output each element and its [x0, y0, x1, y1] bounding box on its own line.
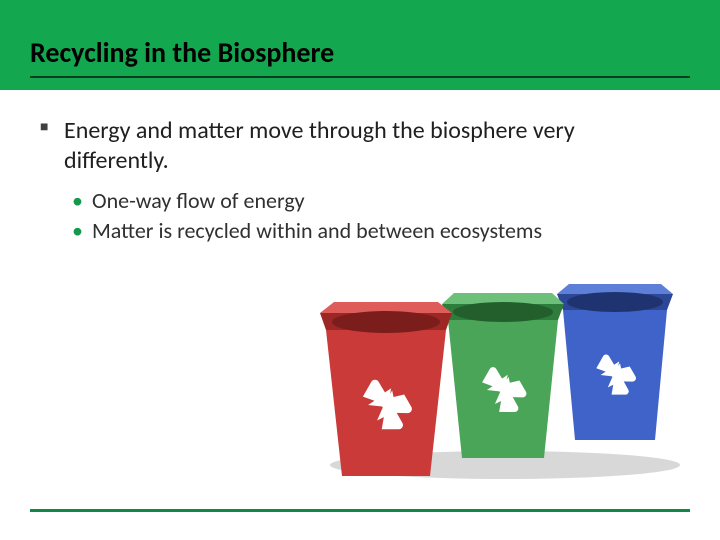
- bin-green: [442, 293, 564, 458]
- sub-bullet: One-way flow of energy: [92, 186, 670, 216]
- recycling-bins-illustration: [320, 270, 690, 480]
- main-bullet: Energy and matter move through the biosp…: [64, 116, 670, 176]
- bin-red: [320, 302, 452, 476]
- sub-bullet-list: One-way flow of energy Matter is recycle…: [92, 186, 670, 245]
- content-area: Energy and matter move through the biosp…: [0, 90, 720, 245]
- footer-rule: [30, 509, 690, 512]
- sub-bullet: Matter is recycled within and between ec…: [92, 216, 670, 246]
- slide-title: Recycling in the Biosphere: [30, 35, 690, 78]
- bin-blue: [557, 284, 673, 440]
- header-band: Recycling in the Biosphere: [0, 0, 720, 90]
- bins-svg: [320, 270, 690, 480]
